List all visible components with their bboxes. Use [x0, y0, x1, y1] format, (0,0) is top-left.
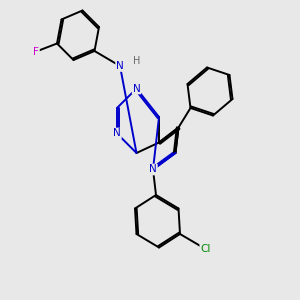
Text: F: F — [33, 46, 39, 57]
Text: H: H — [133, 56, 140, 67]
Text: N: N — [149, 164, 157, 175]
Text: N: N — [133, 83, 140, 94]
Text: Cl: Cl — [200, 244, 211, 254]
Text: N: N — [116, 61, 124, 71]
Text: N: N — [113, 128, 121, 139]
